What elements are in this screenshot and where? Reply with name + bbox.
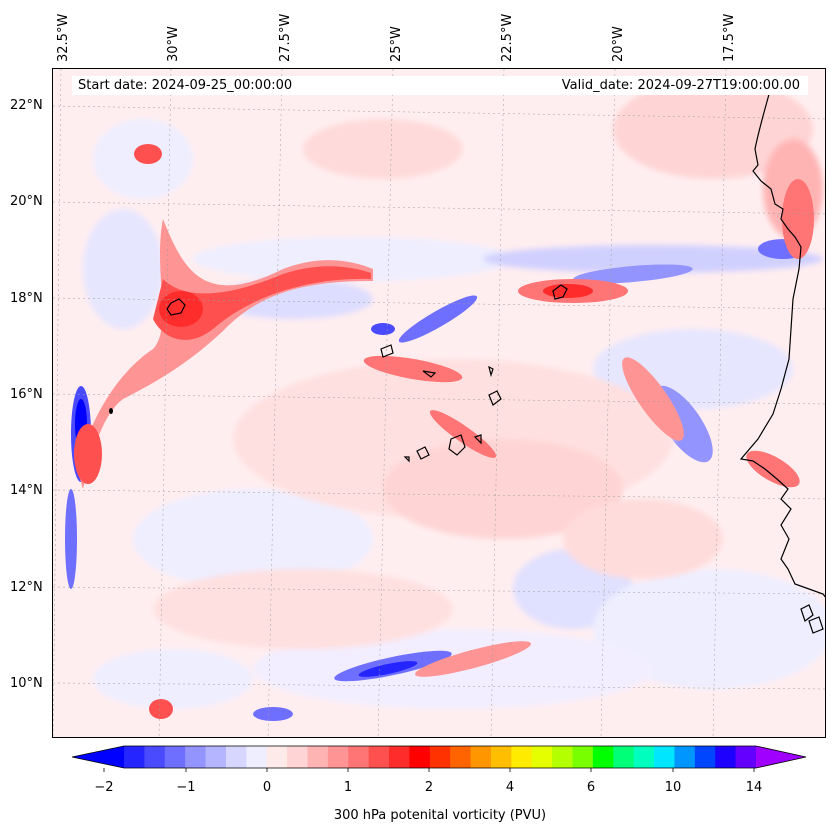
colorbar-outline [71,745,807,769]
colorbar-cell [287,746,309,768]
colorbar-tick-14: 14 [745,780,763,795]
colorbar-cell [592,746,614,768]
colorbar-tick-neg1: −1 [176,780,196,795]
colorbar-cell [389,746,411,768]
colorbar [71,745,807,772]
colorbar-cell [552,746,574,768]
lon-label-22-5w: 22.5°W [500,13,515,62]
graticule [53,69,825,737]
colorbar-cell [185,746,207,768]
lat-label-22n: 22°N [10,98,43,113]
lon-label-17-5w: 17.5°W [722,13,737,62]
lon-label-32-5w: 32.5°W [56,13,71,62]
colorbar-cell [225,746,247,768]
colorbar-tick-2: 2 [424,780,434,795]
colorbar-tick-0: 0 [262,780,272,795]
colorbar-cell [735,746,757,768]
colorbar-extend-min [72,746,124,768]
map-panel [52,68,826,738]
lat-label-14n: 14°N [10,483,43,498]
colorbar-cell [694,746,716,768]
colorbar-tick-6: 6 [586,780,596,795]
colorbar-cell [368,746,390,768]
colorbar-cell [327,746,349,768]
colorbar-extend-max [756,746,806,768]
colorbar-cell [307,746,329,768]
lat-label-18n: 18°N [10,291,43,306]
colorbar-tick-10: 10 [664,780,682,795]
colorbar-cell [572,746,594,768]
colorbar-cell [490,746,512,768]
colorbar-cell [409,746,431,768]
colorbar-cell [246,746,268,768]
colorbar-tick-4: 4 [505,780,515,795]
colorbar-cell [674,746,696,768]
lon-label-25w: 25°W [389,26,404,62]
africa-coastline [739,86,825,598]
colorbar-cell [511,746,533,768]
lat-label-10n: 10°N [10,676,43,691]
colorbar-cell [144,746,166,768]
island-coastlines [166,284,824,634]
colorbar-cell [654,746,676,768]
lat-label-16n: 16°N [10,387,43,402]
pv-field-map [53,69,825,737]
colorbar-cell [348,746,370,768]
island-marker [109,408,113,414]
colorbar-cell [450,746,472,768]
strong-positive-pv [74,144,814,719]
positive-pv-patches [153,79,823,649]
colorbar-cell [164,746,186,768]
colorbar-tick-neg2: −2 [94,780,114,795]
colorbar-cell [429,746,451,768]
lon-label-20w: 20°W [611,26,626,62]
colorbar-cell [470,746,492,768]
colorbar-tick-1: 1 [343,780,353,795]
lon-label-27-5w: 27.5°W [278,13,293,62]
colorbar-cell [266,746,288,768]
colorbar-cell [531,746,553,768]
colorbar-cell [613,746,635,768]
colorbar-label: 300 hPa potenital vorticity (PVU) [333,808,547,823]
start-date-label: Start date: 2024-09-25_00:00:00 [72,76,512,95]
lat-label-12n: 12°N [10,580,43,595]
valid-date-label: Valid_date: 2024-09-27T19:00:00.00 [512,76,808,95]
colorbar-cell [715,746,737,768]
colorbar-cell [124,746,145,768]
lon-label-30w: 30°W [166,26,181,62]
colorbar-cell [633,746,655,768]
colorbar-cell [205,746,227,768]
lat-label-20n: 20°N [10,194,43,209]
